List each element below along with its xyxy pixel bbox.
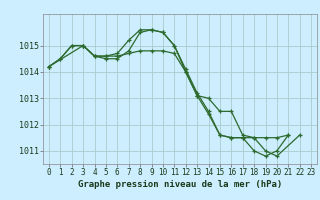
X-axis label: Graphe pression niveau de la mer (hPa): Graphe pression niveau de la mer (hPa) <box>78 180 282 189</box>
